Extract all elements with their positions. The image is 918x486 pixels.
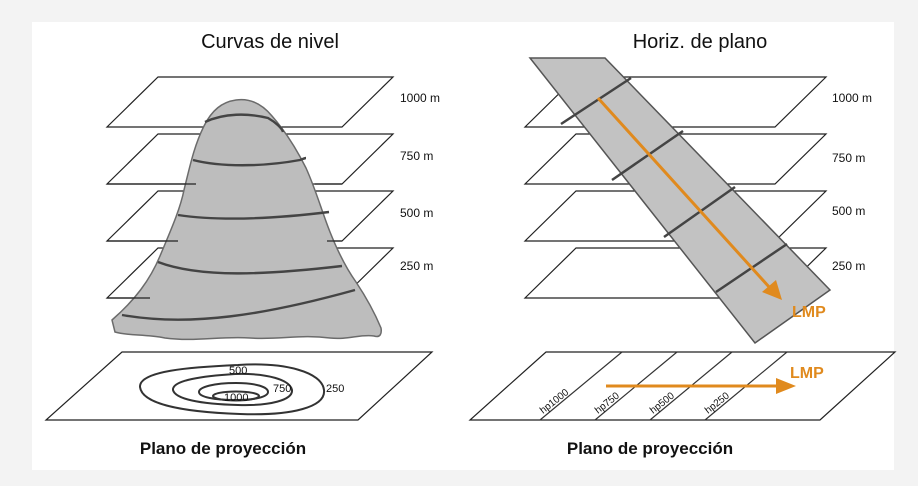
plane-1000-left xyxy=(105,76,395,128)
right-panel: Horiz. de plano LMP 1000 m 750 m 500 m 2… xyxy=(468,31,897,458)
left-title: Curvas de nivel xyxy=(201,31,339,53)
lmp-label-top: LMP xyxy=(792,304,826,321)
right-footer: Plano de proyección xyxy=(567,439,733,458)
plane-1000-right xyxy=(523,76,828,128)
contour-ring-250 xyxy=(138,363,326,416)
inclined-plane-strip xyxy=(528,57,832,345)
right-title: Horiz. de plano xyxy=(633,31,768,53)
level-label-1000-left: 1000 m xyxy=(400,91,440,105)
contour-label-750: 750 xyxy=(273,383,291,395)
level-label-250-right: 250 m xyxy=(832,259,865,273)
hp-label-250: hp250 xyxy=(703,390,732,416)
mountain-contour-750 xyxy=(192,156,307,167)
contour-label-1000: 1000 xyxy=(224,392,248,404)
level-label-750-left: 750 m xyxy=(400,149,433,163)
mountain-contour-1000 xyxy=(204,113,285,133)
lmp-arrowhead xyxy=(762,280,782,300)
left-footer: Plano de proyección xyxy=(140,439,306,458)
strip-contour-750 xyxy=(611,129,684,182)
hp-line-1000 xyxy=(539,351,623,421)
plane-750-right xyxy=(523,133,828,185)
mountain-contour-250b xyxy=(121,288,356,321)
lmp-arrow-shaft xyxy=(596,96,772,290)
contour-ring-1000 xyxy=(212,390,260,402)
projection-plane-right xyxy=(468,351,897,421)
level-label-1000-right: 1000 m xyxy=(832,91,872,105)
mountain-contour-250a xyxy=(157,260,343,275)
level-label-500-left: 500 m xyxy=(400,206,433,220)
level-label-500-right: 500 m xyxy=(832,204,865,218)
level-label-750-right: 750 m xyxy=(832,151,865,165)
contour-label-500: 500 xyxy=(229,365,247,377)
left-panel: Curvas de nivel 1000 m 750 m 500 m xyxy=(44,31,440,458)
lmp-label-bottom: LMP xyxy=(790,365,824,382)
projection-plane-left xyxy=(44,351,434,421)
contour-label-250: 250 xyxy=(326,383,344,395)
hp-label-750: hp750 xyxy=(593,390,622,416)
level-label-250-left: 250 m xyxy=(400,259,433,273)
contour-ring-500 xyxy=(172,372,293,407)
strip-contour-1000 xyxy=(560,76,632,126)
hp-label-500: hp500 xyxy=(648,390,677,416)
mountain-contour-500 xyxy=(177,210,330,220)
hp-label-1000: hp1000 xyxy=(538,387,571,416)
lmp-projection-arrowhead xyxy=(776,378,796,394)
